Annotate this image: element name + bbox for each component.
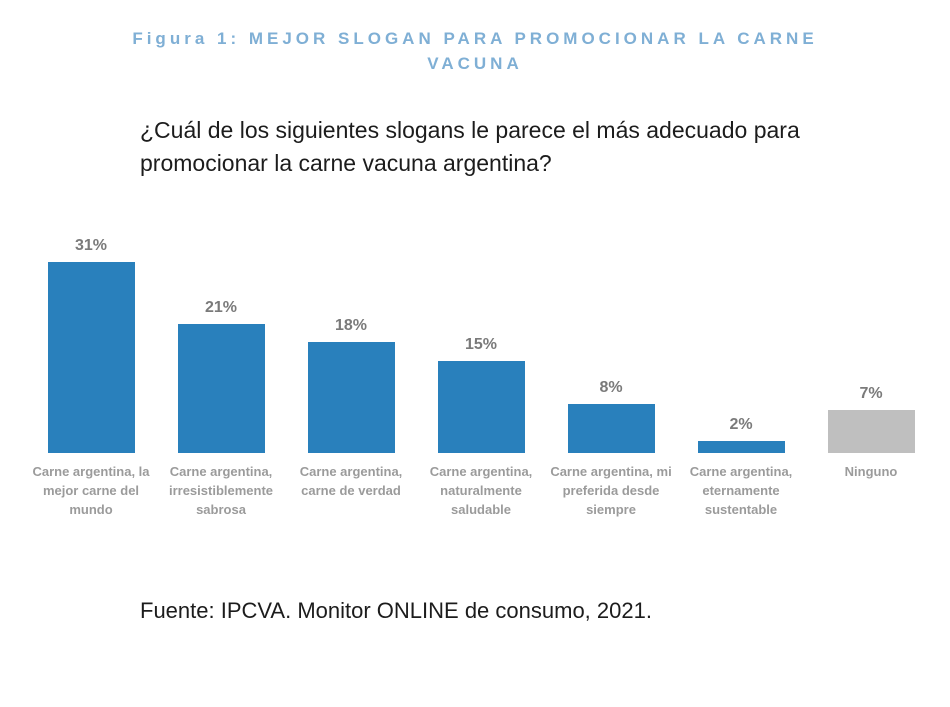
bar-value-label: 15% xyxy=(464,336,498,353)
bar xyxy=(307,342,395,453)
bar-value-label: 21% xyxy=(204,299,238,316)
bar-area: 7% xyxy=(806,230,936,453)
bar-area: 15% xyxy=(416,230,546,453)
bar-value-label: 8% xyxy=(599,379,623,396)
source-note: Fuente: IPCVA. Monitor ONLINE de consumo… xyxy=(140,598,652,623)
bar-category-label: Carne argentina, naturalmente saludable xyxy=(429,464,533,517)
bar-column: 7% Ninguno xyxy=(806,230,936,481)
bar xyxy=(697,441,785,453)
bar-value-label: 31% xyxy=(74,237,108,254)
bar xyxy=(437,361,525,453)
bar xyxy=(567,404,655,453)
bar-area: 21% xyxy=(156,230,286,453)
bar-column: 8% Carne argentina, mi preferida desde si… xyxy=(546,230,676,519)
bar xyxy=(827,410,915,453)
bar-category-label: Carne argentina, eternamente sustentable xyxy=(689,464,793,517)
bar-column: 31% Carne argentina, la mejor carne del m… xyxy=(26,230,156,519)
bar xyxy=(177,324,265,453)
bar-category-label: Ninguno xyxy=(844,464,898,479)
bar-area: 2% xyxy=(676,230,806,453)
bar-area: 31% xyxy=(26,230,156,453)
bar-category-label: Carne argentina, la mejor carne del mund… xyxy=(32,464,150,517)
survey-question: ¿Cuál de los siguientes slogans le parec… xyxy=(140,117,800,176)
bar-category-label: Carne argentina, carne de verdad xyxy=(299,464,403,498)
bar-category-label: Carne argentina, mi preferida desde siem… xyxy=(550,464,672,517)
bar xyxy=(47,262,135,453)
bar-chart: 31% Carne argentina, la mejor carne del m… xyxy=(26,230,936,560)
bar-column: 15% Carne argentina, naturalmente saludab… xyxy=(416,230,546,519)
bar-column: 2% Carne argentina, eternamente sustentab… xyxy=(676,230,806,519)
bar-value-label: 2% xyxy=(729,416,753,433)
bar-value-label: 7% xyxy=(859,385,883,402)
bar-category-label: Carne argentina, irresistiblemente sabro… xyxy=(168,464,274,517)
figure-title: Figura 1: MEJOR SLOGAN PARA PROMOCIONAR … xyxy=(132,29,818,73)
bar-value-label: 18% xyxy=(334,317,368,334)
bar-area: 8% xyxy=(546,230,676,453)
bar-column: 18% Carne argentina, carne de verdad xyxy=(286,230,416,500)
bar-area: 18% xyxy=(286,230,416,453)
bar-column: 21% Carne argentina, irresistiblemente sa… xyxy=(156,230,286,519)
